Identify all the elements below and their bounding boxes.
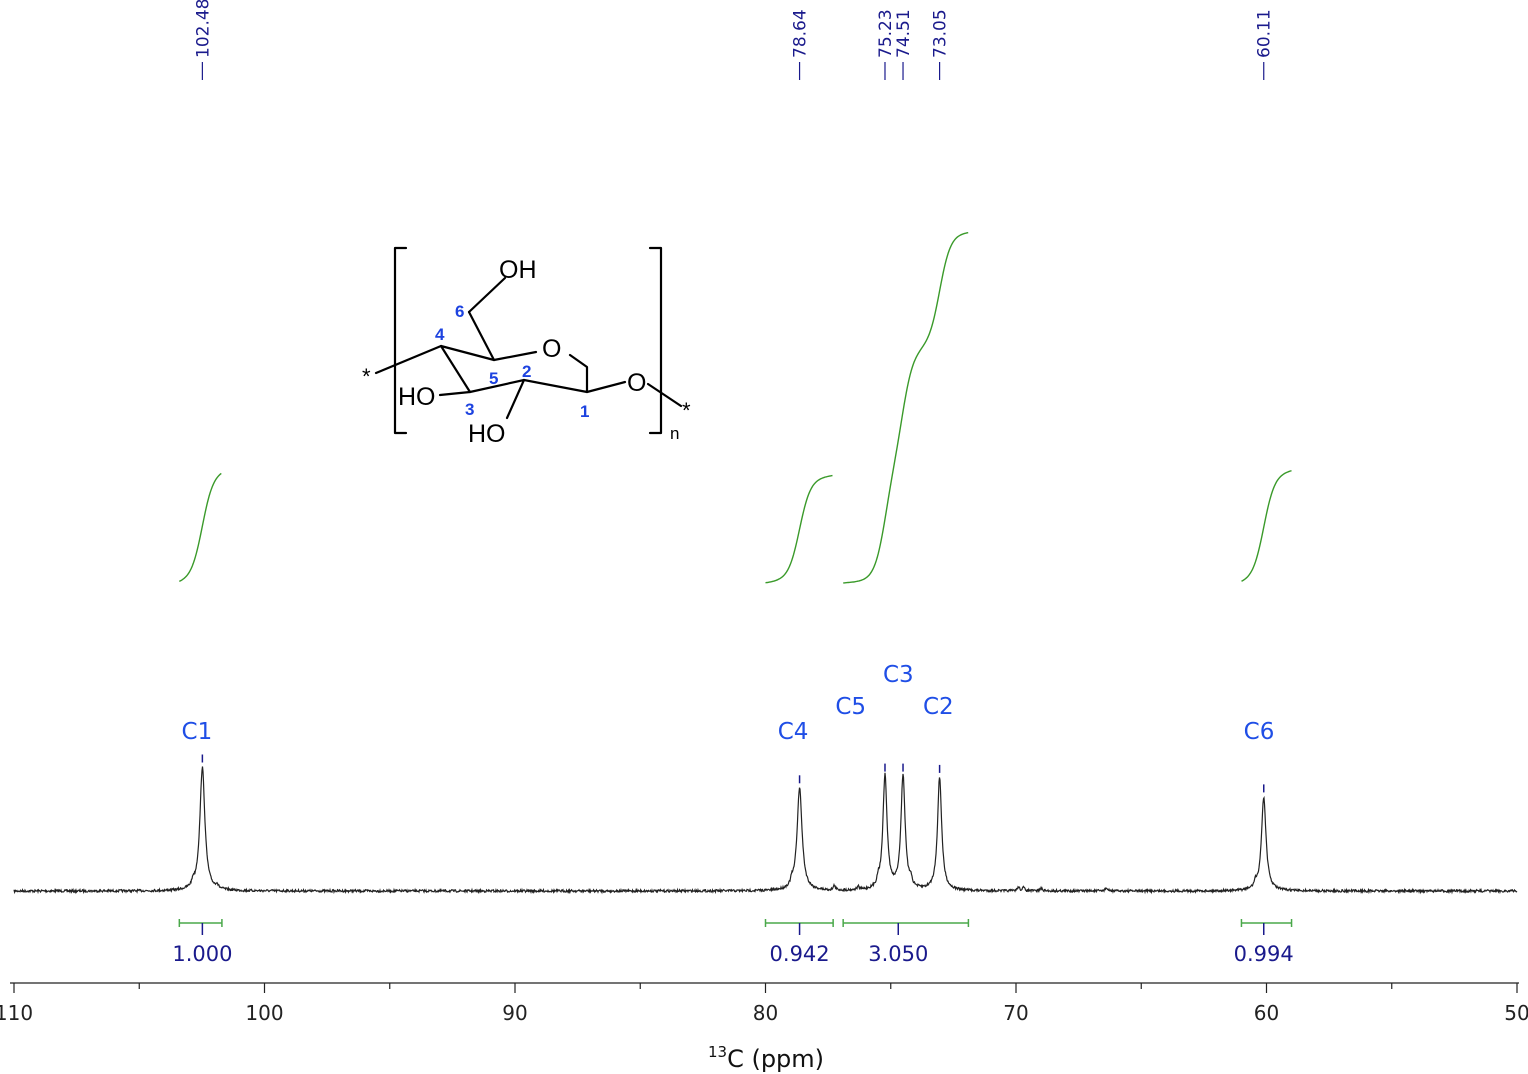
x-axis-title-main: C (ppm) (727, 1045, 824, 1073)
cellulose-structure (374, 246, 683, 435)
x-tick-label: 90 (502, 1001, 527, 1025)
atom-number-3: 3 (465, 400, 474, 419)
x-tick-label: 60 (1254, 1001, 1279, 1025)
peak-shift-label: 74.51 (894, 9, 914, 58)
spectrum (13, 766, 1518, 895)
atom-number-1: 1 (580, 402, 589, 421)
peak-shift-label: 78.64 (791, 9, 811, 58)
c5-c6-bond (467, 310, 496, 362)
x-tick-label: 100 (245, 1001, 283, 1025)
integral-value: 3.050 (868, 942, 928, 966)
atom-number-4: 4 (435, 325, 445, 344)
c6-oh-bond (467, 276, 507, 314)
oh-label: OH (499, 256, 537, 284)
x-tick-label: 80 (753, 1001, 778, 1025)
ho2-label: HO (468, 420, 506, 448)
integral-curve (843, 232, 969, 584)
ring-bonds (439, 344, 589, 394)
peak-shift-label: 75.23 (876, 9, 896, 58)
right-star: * (682, 398, 691, 423)
assignment-label: C2 (923, 694, 954, 720)
x-tick-label: 70 (1003, 1001, 1028, 1025)
glycosidic-oxygen-label: O (627, 369, 646, 397)
assignment-label: C3 (883, 662, 914, 688)
left-bracket (393, 246, 408, 435)
atom-number-6: 6 (455, 302, 464, 321)
assignment-label: C4 (778, 719, 809, 745)
peak-shift-label: 73.05 (931, 9, 951, 58)
integral-value: 0.942 (770, 942, 830, 966)
x-axis: 110 100 90 80 70 60 50 (0, 982, 1528, 1025)
ho3-label: HO (398, 383, 436, 411)
left-star: * (362, 364, 371, 389)
x-axis-title: 13C (ppm) (708, 1043, 824, 1073)
c2-ho-bond (505, 378, 526, 420)
right-bracket (648, 246, 663, 435)
atom-number-5: 5 (489, 369, 498, 388)
integral-value: 1.000 (172, 942, 232, 966)
x-tick-label: 110 (0, 1001, 33, 1025)
c1-o-bond (585, 380, 627, 394)
peak-shift-label: 60.11 (1255, 9, 1275, 58)
spectrum-trace (13, 766, 1518, 895)
repeat-n: n (670, 424, 679, 443)
integral-curves (178, 232, 1292, 584)
peak-assignments: C1 C4 C5 C3 C2 C6 (182, 662, 1275, 745)
peak-shift-label: 102.48 (193, 0, 213, 58)
c4-star-bond (374, 344, 443, 375)
integral-curve (765, 474, 833, 584)
assignment-label: C6 (1244, 719, 1275, 745)
assignment-label: C1 (182, 719, 213, 745)
ring-oxygen-label: O (542, 335, 561, 363)
x-axis-title-sup: 13 (708, 1043, 727, 1061)
atom-number-2: 2 (522, 362, 531, 381)
x-tick-label: 50 (1504, 1001, 1528, 1025)
integral-brackets: 1.000 0.942 3.050 0.994 (172, 919, 1294, 966)
integral-value: 0.994 (1234, 942, 1294, 966)
integral-curve (1241, 470, 1292, 582)
c3-ho-bond (438, 390, 472, 397)
structure-labels: OH O O HO HO 4 6 5 2 3 1 * * n (362, 256, 691, 448)
assignment-label: C5 (835, 694, 866, 720)
integral-curve (178, 472, 222, 583)
o-star-bond (646, 382, 683, 408)
